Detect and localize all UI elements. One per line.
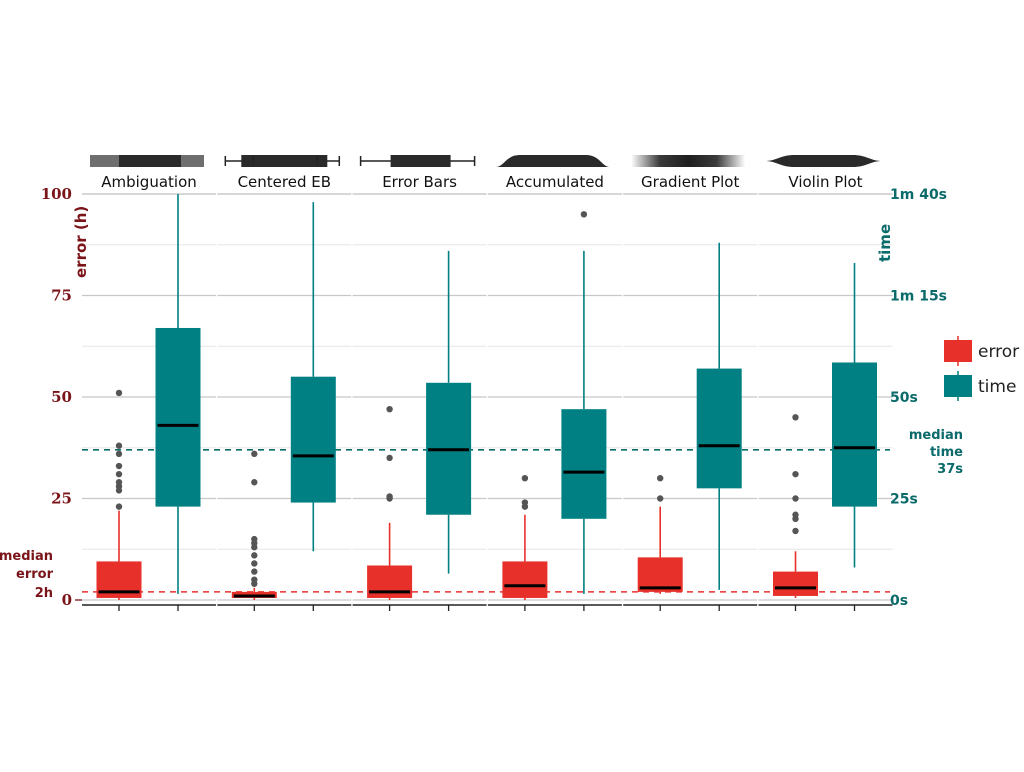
error-ambiguation-outlier [115,503,123,510]
error-ambiguation-outlier [115,470,123,478]
time-ambiguation-box [155,327,201,507]
error-violin-plot-box [773,571,818,596]
reference-lines [82,448,890,593]
time-accumulated-outlier [580,211,588,218]
error-centered-eb-outlier [251,535,258,543]
violin-icon [766,155,881,167]
panel-label: Centered EB [238,173,331,191]
right-tick-label: 25s [890,492,918,508]
panel-icons [90,155,881,167]
ambiguation-icon-core [119,155,181,167]
error-centered-eb-outlier [251,560,258,567]
median-error-label: error [16,567,54,582]
error-ambiguation-outlier [115,442,123,449]
errorbar-icon-box [241,155,328,167]
right-axis-label: time [876,224,894,262]
panel-label: Accumulated [506,173,604,191]
error-accumulated-box [502,561,548,598]
error-centered-eb-outlier [251,450,258,458]
left-tick-label: 100 [41,185,72,203]
legend-time-swatch [944,375,972,397]
grid-lines [82,193,893,601]
error-accumulated-outlier [521,499,529,506]
legend: error time [944,336,1019,401]
error-centered-eb-outlier [251,576,258,583]
panel-label: Error Bars [382,173,457,191]
left-tick-label: 25 [51,490,72,508]
error-error-bars-outlier [386,493,393,500]
error-centered-eb-outlier [251,479,258,486]
error-error-bars-outlier [386,454,393,462]
right-tick-label: 50s [890,390,918,406]
median-error-label: 2h [35,586,53,601]
gradient-icon [631,155,746,167]
error-centered-eb-outlier [251,568,258,575]
median-time-label: 37s [937,462,963,477]
median-time-label: time [930,445,963,460]
panel-label: Violin Plot [788,173,862,191]
left-axis-label: error (h) [72,206,90,278]
right-tick-label: 1m 15s [890,289,947,305]
time-gradient-plot-box [696,368,742,489]
time-centered-eb-box [290,376,336,503]
error-gradient-plot-box [637,557,683,592]
legend-error-swatch [944,340,972,362]
error-ambiguation-outlier [115,479,123,486]
error-violin-plot-outlier [792,414,799,421]
error-accumulated-outlier [521,475,529,482]
legend-time-label: time [978,377,1016,397]
error-ambiguation-outlier [115,450,123,458]
panel-headers: Ambiguation Centered EB Error Bars Accumula… [82,173,893,195]
left-tick-label: 50 [51,388,72,406]
median-error-label: median [0,549,53,564]
error-ambiguation-outlier [115,389,123,397]
panel-label: Ambiguation [101,173,197,191]
error-violin-plot-outlier [792,527,799,535]
time-accumulated-box [561,409,607,519]
left-tick-label: 0 [62,591,72,609]
errorbar-icon-box [390,155,451,167]
right-tick-label: 0s [890,593,908,609]
right-tick-label: 1m 40s [890,187,947,203]
accumulated-icon [495,155,610,167]
error-error-bars-outlier [386,405,393,413]
error-gradient-plot-outlier [657,475,664,482]
left-tick-label: 75 [51,287,72,305]
time-violin-plot-box [832,362,877,507]
median-time-label: median [909,428,963,443]
legend-error-label: error [978,342,1019,362]
error-ambiguation-outlier [115,462,123,470]
error-violin-plot-outlier [792,470,799,478]
error-violin-plot-outlier [792,511,799,518]
error-centered-eb-outlier [251,552,258,559]
error-gradient-plot-outlier [657,495,664,502]
error-violin-plot-outlier [792,495,799,502]
panel-label: Gradient Plot [641,173,739,191]
boxes [96,194,877,600]
